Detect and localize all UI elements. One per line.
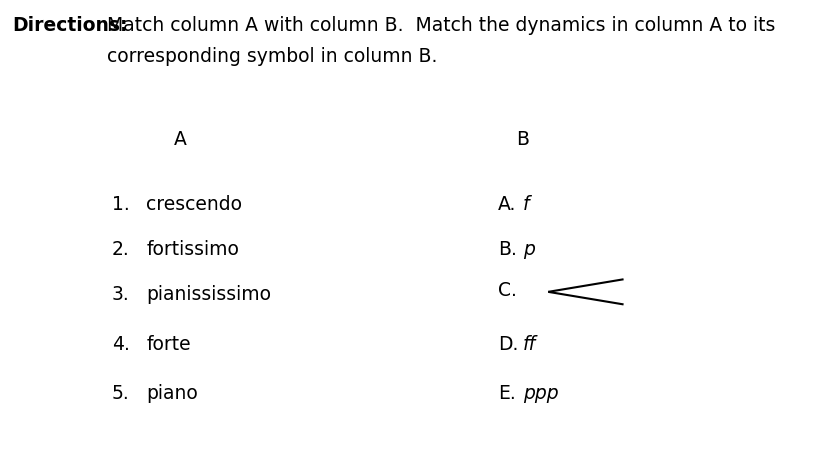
- Text: crescendo: crescendo: [146, 195, 242, 214]
- Text: Directions:: Directions:: [13, 16, 128, 35]
- Text: D.: D.: [497, 335, 517, 353]
- Text: corresponding symbol in column B.: corresponding symbol in column B.: [107, 47, 437, 66]
- Text: f: f: [522, 195, 529, 214]
- Text: forte: forte: [146, 335, 191, 353]
- Text: A.: A.: [497, 195, 516, 214]
- Text: 4.: 4.: [112, 335, 130, 353]
- Text: B.: B.: [497, 240, 517, 259]
- Text: 2.: 2.: [112, 240, 130, 259]
- Text: 1.: 1.: [112, 195, 130, 214]
- Text: ppp: ppp: [522, 384, 558, 403]
- Text: Match column A with column B.  Match the dynamics in column A to its: Match column A with column B. Match the …: [107, 16, 775, 35]
- Text: pianississimo: pianississimo: [146, 285, 271, 304]
- Text: p: p: [522, 240, 534, 259]
- Text: fortissimo: fortissimo: [146, 240, 239, 259]
- Text: C.: C.: [497, 281, 517, 299]
- Text: 3.: 3.: [112, 285, 130, 304]
- Text: A: A: [173, 130, 186, 149]
- Text: ff: ff: [522, 335, 536, 353]
- Text: B: B: [516, 130, 529, 149]
- Text: piano: piano: [146, 384, 198, 403]
- Text: E.: E.: [497, 384, 515, 403]
- Text: 5.: 5.: [112, 384, 130, 403]
